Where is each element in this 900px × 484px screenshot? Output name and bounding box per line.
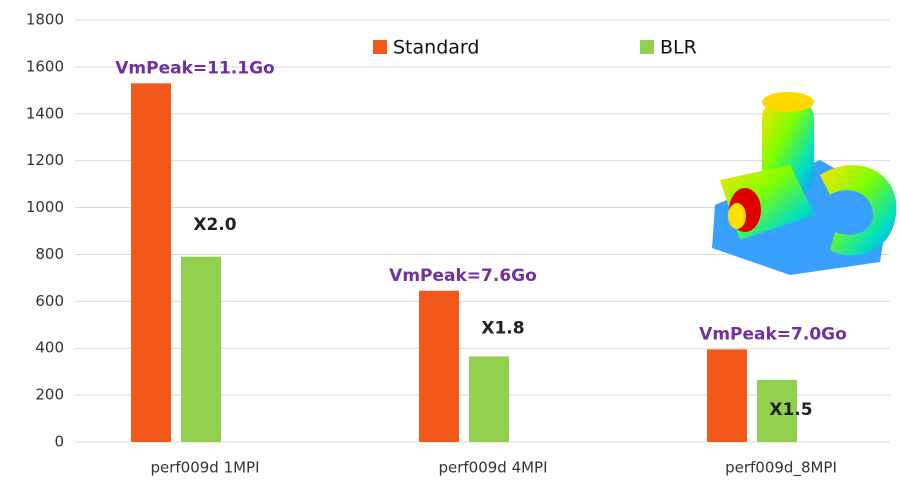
x-tick-label: perf009d 4MPI <box>438 459 547 477</box>
y-tick-label: 800 <box>35 245 64 263</box>
model-illustration <box>712 92 896 275</box>
legend-swatch <box>640 40 654 54</box>
x-tick-label: perf009d 1MPI <box>150 459 259 477</box>
y-tick-label: 1200 <box>26 151 64 169</box>
x-tick-label: perf009d_8MPI <box>725 459 837 478</box>
bar <box>131 83 171 442</box>
memory-annotation: VmPeak=11.1Go <box>115 58 274 78</box>
y-tick-label: 0 <box>54 433 64 451</box>
memory-annotation: VmPeak=7.0Go <box>699 324 847 344</box>
bar <box>181 257 221 442</box>
bar <box>419 291 459 442</box>
speedup-annotation: X1.8 <box>481 318 524 338</box>
y-tick-label: 1600 <box>26 57 64 75</box>
bar <box>469 356 509 442</box>
legend-label: Standard <box>393 37 479 59</box>
y-tick-label: 200 <box>35 386 64 404</box>
chart: 0 200 400 600 800 1000 1200 1400 1600 1800 perf009… <box>0 0 900 484</box>
speedup-annotation: X1.5 <box>769 400 812 420</box>
y-tick-label: 400 <box>35 339 64 357</box>
legend-swatch <box>373 40 387 54</box>
legend-label: BLR <box>660 37 697 59</box>
speedup-annotation: X2.0 <box>193 215 236 235</box>
y-tick-label: 1400 <box>26 104 64 122</box>
y-tick-label: 1000 <box>26 198 64 216</box>
y-tick-label: 1800 <box>26 11 64 29</box>
y-tick-label: 600 <box>35 292 64 310</box>
memory-annotation: VmPeak=7.6Go <box>389 266 537 286</box>
bar <box>707 349 747 442</box>
